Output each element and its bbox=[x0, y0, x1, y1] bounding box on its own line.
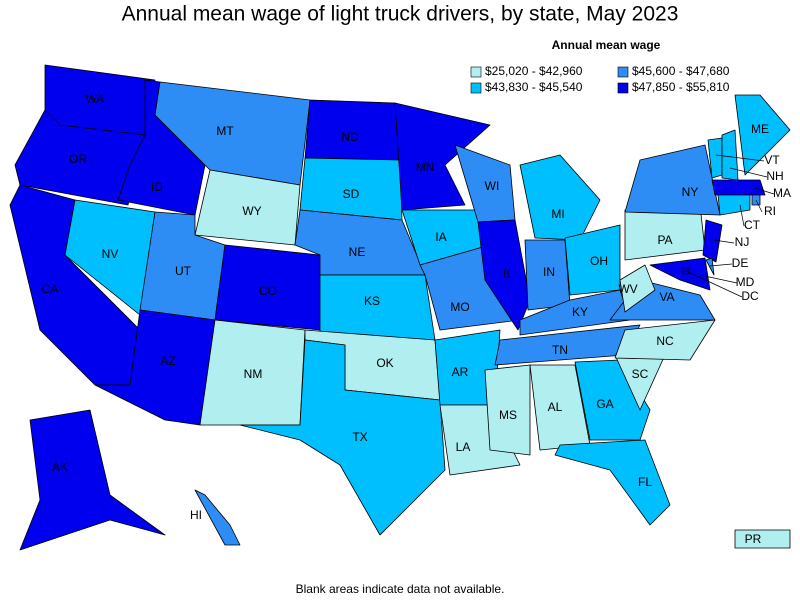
leader-line bbox=[715, 154, 765, 162]
state-label: KY bbox=[572, 305, 588, 319]
legend-label: $43,830 - $45,540 bbox=[485, 80, 583, 94]
leader-line bbox=[709, 263, 733, 267]
state-shape bbox=[624, 144, 721, 216]
state-label: OR bbox=[69, 152, 87, 166]
state-label: PR bbox=[745, 532, 762, 546]
leader-line bbox=[739, 204, 745, 227]
state-shape bbox=[239, 339, 446, 536]
state-label: AR bbox=[452, 365, 469, 379]
state-label: UT bbox=[175, 264, 192, 278]
state-label: AZ bbox=[160, 354, 175, 368]
state-label: NM bbox=[244, 367, 263, 381]
leader-line bbox=[754, 187, 775, 195]
state-shape bbox=[705, 257, 715, 276]
leader-line bbox=[699, 274, 738, 284]
state-label: RI bbox=[764, 204, 776, 218]
state-label: MA bbox=[773, 186, 791, 200]
state-label: VA bbox=[659, 290, 674, 304]
state-shape bbox=[711, 179, 766, 196]
state-label: MS bbox=[499, 408, 517, 422]
leader-line bbox=[685, 270, 743, 298]
state-shape bbox=[554, 439, 671, 526]
state-shape bbox=[519, 154, 601, 241]
state-label: MT bbox=[216, 124, 234, 138]
state-shape bbox=[194, 489, 241, 546]
state-label: VT bbox=[764, 153, 780, 167]
state-shape bbox=[614, 319, 716, 361]
map-title: Annual mean wage of light truck drivers,… bbox=[122, 3, 679, 26]
state-label: MN bbox=[416, 160, 435, 174]
footnote: Blank areas indicate data not available. bbox=[296, 582, 505, 596]
state-label: OH bbox=[590, 254, 608, 268]
state-label: MD bbox=[736, 275, 755, 289]
state-shape bbox=[477, 219, 531, 331]
state-label: FL bbox=[638, 475, 652, 489]
state-shape bbox=[649, 257, 711, 291]
legend-label: $25,020 - $42,960 bbox=[485, 64, 583, 78]
state-label: DC bbox=[741, 289, 759, 303]
state-shape bbox=[19, 409, 166, 551]
state-label: NY bbox=[682, 185, 699, 199]
state-shape bbox=[702, 219, 723, 263]
state-shape bbox=[734, 529, 791, 549]
state-label: IN bbox=[543, 265, 555, 279]
state-label: CT bbox=[744, 218, 761, 232]
state-label: NE bbox=[349, 245, 366, 259]
state-label: CA bbox=[42, 282, 59, 296]
state-label: NV bbox=[102, 247, 119, 261]
legend-label: $45,600 - $47,680 bbox=[632, 64, 730, 78]
legend-swatch bbox=[617, 82, 629, 94]
state-label: ID bbox=[151, 180, 163, 194]
state-label: AL bbox=[548, 400, 563, 414]
leader-line bbox=[713, 239, 735, 244]
state-label: NC bbox=[656, 334, 674, 348]
state-label: IL bbox=[503, 267, 513, 281]
state-label: MO bbox=[450, 300, 469, 314]
state-label: LA bbox=[456, 440, 471, 454]
state-label: NH bbox=[766, 169, 783, 183]
state-label: TN bbox=[552, 343, 568, 357]
state-shape bbox=[734, 94, 791, 176]
state-label: KS bbox=[364, 294, 380, 308]
leader-line bbox=[755, 199, 763, 213]
state-label: WY bbox=[242, 204, 261, 218]
state-shape bbox=[484, 364, 531, 456]
state-label: WI bbox=[485, 179, 500, 193]
state-label: TX bbox=[352, 430, 367, 444]
state-shape bbox=[717, 194, 751, 216]
legend-title: Annual mean wage bbox=[552, 38, 661, 52]
state-label: AK bbox=[52, 460, 68, 474]
state-label: PA bbox=[657, 233, 672, 247]
state-label: GA bbox=[596, 397, 613, 411]
state-label: ND bbox=[341, 130, 359, 144]
state-label: WA bbox=[86, 92, 105, 106]
state-label: MI bbox=[551, 207, 564, 221]
state-label: CO bbox=[259, 284, 277, 298]
state-shape bbox=[619, 264, 656, 313]
state-label: DE bbox=[732, 256, 749, 270]
legend-swatch bbox=[617, 66, 629, 78]
legend-swatch bbox=[470, 82, 482, 94]
state-shape bbox=[439, 404, 521, 476]
state-shape bbox=[721, 129, 739, 181]
state-label: ME bbox=[751, 122, 769, 136]
state-label: OK bbox=[376, 356, 393, 370]
state-label: SC bbox=[632, 367, 649, 381]
state-label: WV bbox=[618, 282, 637, 296]
legend-label: $47,850 - $55,810 bbox=[632, 80, 730, 94]
legend-swatch bbox=[470, 66, 482, 78]
state-label: HI bbox=[190, 508, 202, 522]
leader-line bbox=[729, 167, 768, 178]
state-label: NJ bbox=[735, 235, 750, 249]
state-label: SD bbox=[343, 187, 360, 201]
state-label: IA bbox=[435, 230, 446, 244]
state-shape bbox=[394, 102, 491, 211]
